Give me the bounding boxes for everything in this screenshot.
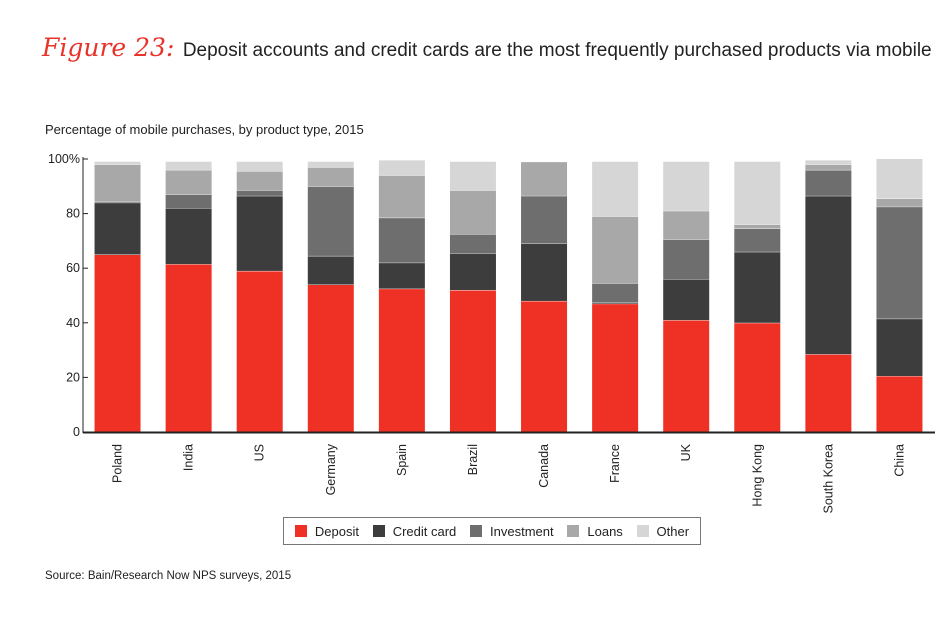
bar-segment	[663, 279, 710, 321]
bar-segment	[805, 169, 852, 196]
bar-segment	[449, 161, 496, 191]
bar-segment	[734, 224, 781, 229]
x-tick-label: Canada	[537, 444, 551, 488]
bar-segment	[805, 164, 852, 170]
bar-segment	[592, 302, 639, 304]
bar-segment	[165, 264, 212, 432]
bar-segment	[236, 195, 283, 271]
bar-segment	[94, 161, 141, 165]
y-tick-label: 0	[73, 425, 80, 439]
x-tick-label: India	[182, 444, 196, 471]
bar-segment	[876, 198, 923, 207]
x-tick-label: UK	[679, 443, 693, 461]
x-tick-label: Spain	[395, 444, 409, 476]
bar-segment	[307, 161, 354, 168]
chart-subtitle: Percentage of mobile purchases, by produ…	[45, 122, 364, 137]
bar-segment	[521, 195, 568, 244]
bar-segment	[805, 195, 852, 355]
legend-label-investment: Investment	[490, 523, 554, 539]
bar-segment	[94, 202, 141, 255]
bar-segment	[805, 354, 852, 432]
figure-label: Figure 23:	[42, 33, 175, 62]
y-tick-label: 100%	[48, 152, 80, 166]
figure-title-text: Deposit accounts and credit cards are th…	[182, 40, 932, 61]
bar-segment	[592, 161, 639, 217]
legend-item-other: Other	[636, 523, 690, 539]
legend-item-credit-card: Credit card	[372, 523, 457, 539]
bar-segment	[165, 194, 212, 209]
bar-segment	[94, 164, 141, 202]
bar-segment	[592, 303, 639, 432]
bar-segment	[663, 320, 710, 432]
y-tick-label: 20	[66, 370, 80, 384]
bar-segment	[165, 161, 212, 170]
x-tick-label: Brazil	[466, 444, 480, 475]
legend-swatch-deposit	[294, 525, 307, 537]
chart-legend: Deposit Credit card Investment Loans Oth…	[283, 517, 701, 545]
bar-segment	[876, 318, 923, 377]
bar-segment	[663, 210, 710, 240]
bar-segment	[521, 300, 568, 432]
bar-segment	[876, 206, 923, 319]
bar-segment	[734, 322, 781, 432]
x-tick-label: Germany	[324, 443, 338, 495]
legend-label-credit-card: Credit card	[392, 523, 457, 539]
bar-segment	[734, 251, 781, 323]
figure-title: Figure 23: Deposit accounts and credit c…	[42, 33, 932, 62]
x-tick-label: Poland	[111, 444, 125, 483]
bar-segment	[378, 217, 425, 263]
bar-segment	[734, 228, 781, 252]
bar-segment	[521, 161, 568, 196]
x-tick-label: Hong Kong	[750, 444, 764, 507]
bar-segment	[449, 234, 496, 254]
bar-segment	[307, 284, 354, 432]
bar-segment	[165, 208, 212, 265]
bar-segment	[378, 160, 425, 176]
bar-segment	[663, 161, 710, 211]
legend-swatch-credit-card	[372, 525, 385, 537]
bar-segment	[663, 239, 710, 280]
bar-segment	[449, 190, 496, 235]
legend-label-other: Other	[656, 523, 690, 539]
legend-swatch-loans	[567, 525, 580, 537]
bar-segment	[94, 254, 141, 432]
bar-segment	[236, 190, 283, 196]
bar-segment	[236, 161, 283, 172]
bar-segment	[378, 262, 425, 289]
bar-segment	[876, 159, 923, 199]
source-note: Source: Bain/Research Now NPS surveys, 2…	[45, 570, 292, 582]
bar-segment	[734, 161, 781, 225]
bar-segment	[521, 243, 568, 301]
legend-label-deposit: Deposit	[314, 523, 359, 539]
legend-swatch-investment	[470, 525, 483, 537]
bar-segment	[236, 171, 283, 191]
x-tick-label: South Korea	[821, 444, 835, 514]
y-tick-label: 60	[66, 261, 80, 275]
bar-segment	[307, 255, 354, 285]
bar-segment	[236, 270, 283, 432]
legend-label-loans: Loans	[587, 523, 623, 539]
bar-segment	[592, 216, 639, 284]
legend-swatch-other	[636, 525, 649, 537]
legend-item-loans: Loans	[567, 523, 623, 539]
bar-segment	[94, 201, 141, 203]
bar-segment	[378, 175, 425, 218]
legend-item-deposit: Deposit	[294, 523, 359, 539]
legend-item-investment: Investment	[470, 524, 554, 539]
bar-segment	[307, 186, 354, 256]
y-tick-label: 80	[66, 207, 80, 221]
bar-segment	[449, 290, 496, 432]
x-tick-label: China	[892, 444, 906, 477]
x-tick-label: France	[608, 444, 622, 483]
bar-segment	[307, 167, 354, 187]
bar-segment	[592, 283, 639, 303]
y-tick-label: 40	[66, 316, 80, 330]
bar-segment	[165, 169, 212, 195]
x-tick-label: US	[253, 444, 267, 461]
bar-segment	[876, 376, 923, 432]
bar-segment	[449, 253, 496, 291]
bar-segment	[805, 160, 852, 165]
bar-segment	[378, 288, 425, 432]
